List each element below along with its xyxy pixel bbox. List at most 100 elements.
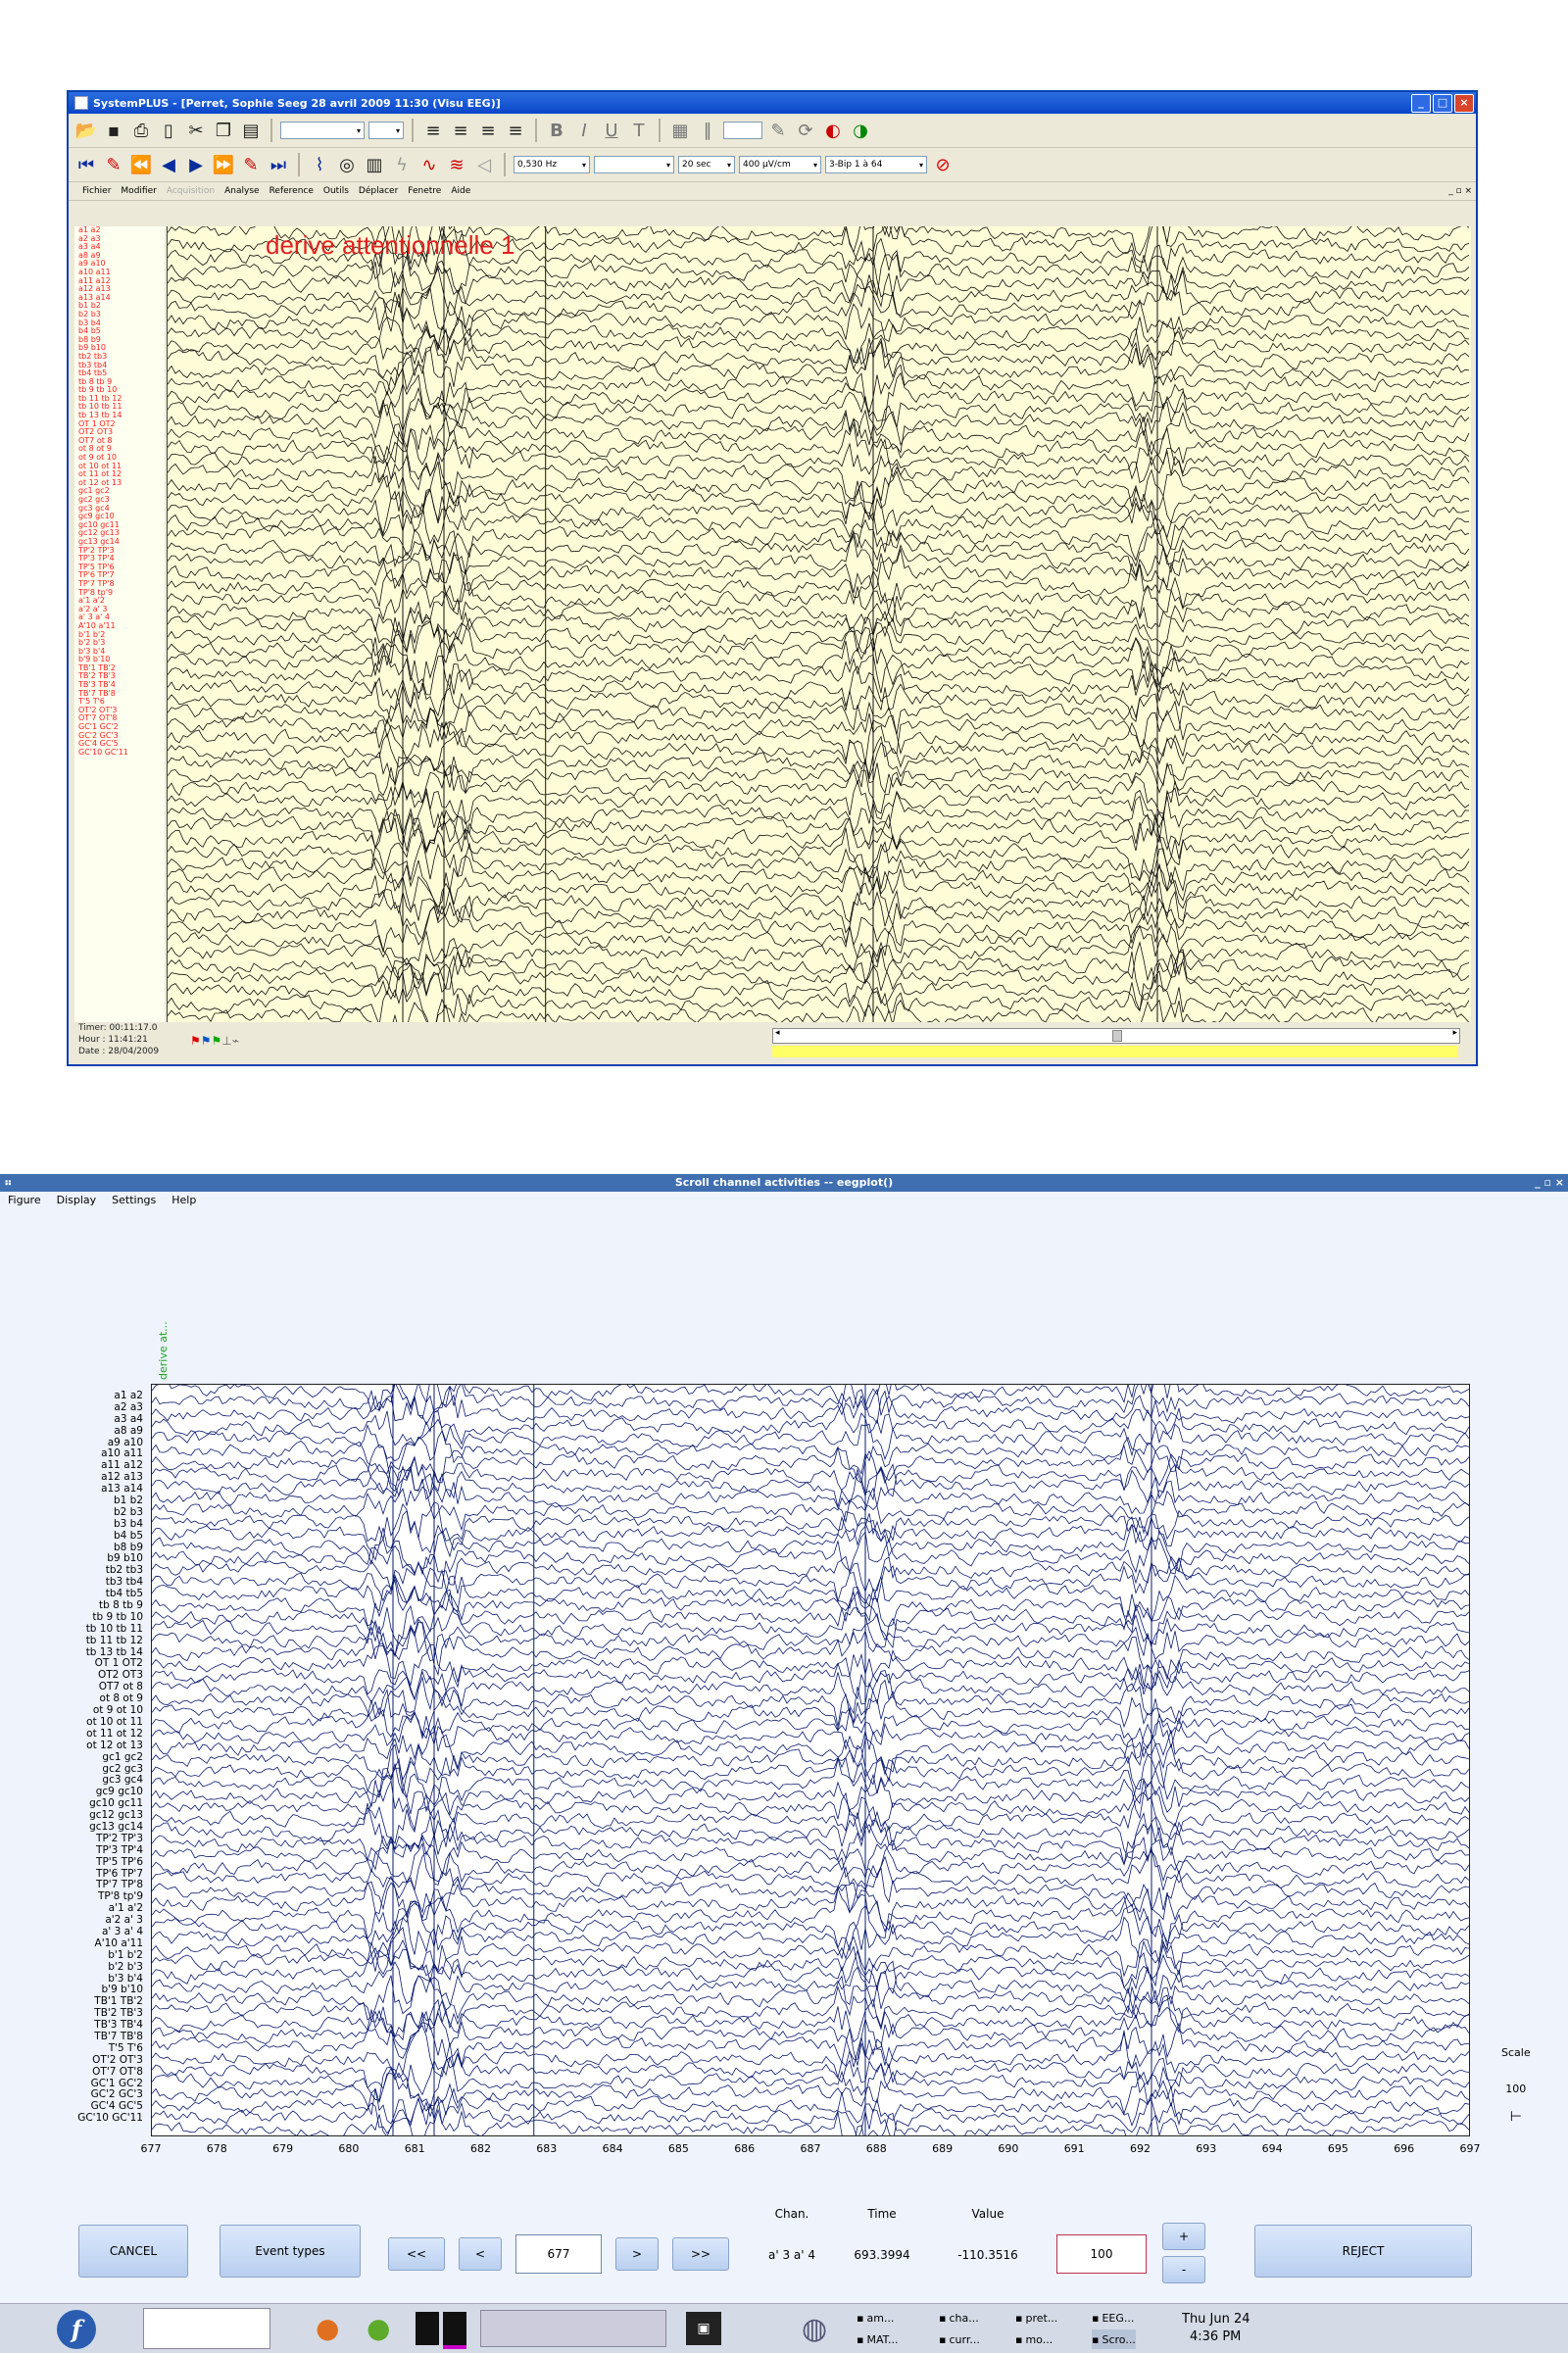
mdi-controls[interactable]: _ ▫ ×: [1448, 186, 1472, 196]
sp-event-bar[interactable]: [772, 1046, 1458, 1057]
task-eeg[interactable]: ▪ EEG...: [1092, 2311, 1135, 2325]
window-menu-icon[interactable]: ⠶: [4, 1176, 13, 1189]
size-combo[interactable]: ▾: [368, 122, 404, 139]
marker-back-icon[interactable]: ✎: [106, 154, 122, 175]
task-mat[interactable]: ▪ MAT...: [857, 2332, 899, 2346]
text-color-icon[interactable]: T: [633, 120, 645, 141]
align-right-icon[interactable]: ≡: [480, 120, 496, 141]
firefox-icon[interactable]: ●: [316, 2312, 340, 2344]
print-preview-icon[interactable]: ▯: [164, 120, 173, 141]
copy-icon[interactable]: ❐: [215, 120, 232, 141]
menu-aide[interactable]: Aide: [451, 186, 471, 196]
print-icon[interactable]: ⎙: [133, 120, 149, 141]
no-sign-icon[interactable]: ⊘: [935, 154, 951, 175]
minimize-button[interactable]: _: [1411, 93, 1431, 113]
position-input[interactable]: 677: [515, 2234, 602, 2274]
scale-plus-button[interactable]: +: [1162, 2223, 1205, 2250]
align-center-icon[interactable]: ≡: [453, 120, 468, 141]
monitor-icon[interactable]: [443, 2312, 466, 2349]
paste-icon[interactable]: ▤: [242, 120, 260, 141]
event-types-button[interactable]: Event types: [220, 2225, 361, 2278]
save-icon[interactable]: ▪: [107, 120, 121, 141]
last-page-icon[interactable]: ⏭: [270, 154, 287, 175]
menu-settings[interactable]: Settings: [112, 1194, 157, 1206]
wave-icon[interactable]: ≋: [449, 154, 465, 175]
scroll-right-icon[interactable]: ▸: [1452, 1028, 1457, 1038]
duration-combo[interactable]: 20 sec ▾: [678, 156, 735, 173]
task-cha[interactable]: ▪ cha...: [939, 2311, 979, 2325]
columns-icon[interactable]: ∥: [703, 120, 712, 141]
show-desktop-icon[interactable]: ▣: [686, 2312, 721, 2345]
fedora-icon[interactable]: f: [57, 2310, 96, 2349]
apple-icon[interactable]: ●: [367, 2312, 391, 2344]
network-globe-icon[interactable]: ◍: [802, 2312, 828, 2346]
step-back-icon[interactable]: ◀: [162, 154, 175, 175]
menu-figure[interactable]: Figure: [8, 1194, 41, 1206]
task-mo[interactable]: ▪ mo...: [1015, 2332, 1054, 2346]
next-fast-button[interactable]: >>: [672, 2237, 729, 2271]
montage-combo[interactable]: 3-Bip 1 à 64 ▾: [825, 156, 927, 173]
play-icon[interactable]: ▶: [189, 154, 203, 175]
empty-combo[interactable]: [723, 122, 762, 139]
reject-button[interactable]: REJECT: [1254, 2225, 1472, 2278]
menu-analyse[interactable]: Analyse: [224, 186, 260, 196]
first-page-icon[interactable]: ⏮: [77, 154, 95, 175]
close-button[interactable]: ×: [1454, 93, 1474, 113]
sp-time-scrollbar[interactable]: ◂ ▸: [772, 1028, 1460, 1044]
signal-icon[interactable]: ⌇: [315, 154, 324, 175]
menu-fenetre[interactable]: Fenetre: [408, 186, 442, 196]
cut-icon[interactable]: ✂: [188, 120, 204, 141]
scale-minus-button[interactable]: -: [1162, 2256, 1205, 2283]
refresh-icon[interactable]: ⟳: [798, 120, 813, 141]
menu-help[interactable]: Help: [172, 1194, 197, 1206]
taskbar-blank-field[interactable]: [143, 2308, 270, 2349]
task-am[interactable]: ▪ am...: [857, 2311, 895, 2325]
prev-fast-button[interactable]: <<: [388, 2237, 445, 2271]
marker-forward-icon[interactable]: ✎: [243, 154, 259, 175]
fast-rewind-icon[interactable]: ⏪: [129, 154, 153, 175]
scroll-thumb[interactable]: [1112, 1030, 1122, 1042]
blank-combo[interactable]: ▾: [594, 156, 674, 173]
prev-button[interactable]: <: [459, 2237, 502, 2271]
task-curr[interactable]: ▪ curr...: [939, 2332, 980, 2346]
speaker-icon[interactable]: ◁: [477, 154, 491, 175]
maximize-button[interactable]: □: [1433, 93, 1452, 113]
flash-icon[interactable]: ϟ: [396, 154, 408, 175]
underline-icon[interactable]: U: [605, 120, 618, 141]
next-button[interactable]: >: [615, 2237, 659, 2271]
pen-icon[interactable]: ✎: [770, 120, 786, 141]
eg-window-controls[interactable]: _ ▫ ×: [1535, 1176, 1564, 1189]
menu-fichier[interactable]: Fichier: [82, 186, 112, 196]
spectrum-icon[interactable]: ∿: [421, 154, 437, 175]
globe-left-icon[interactable]: ◐: [825, 120, 841, 141]
justify-icon[interactable]: ≡: [508, 120, 523, 141]
scale-input[interactable]: 100: [1056, 2234, 1147, 2274]
globe-chart-icon[interactable]: ◑: [853, 120, 868, 141]
menu-display[interactable]: Display: [56, 1194, 97, 1206]
menu-modifier[interactable]: Modifier: [121, 186, 157, 196]
scroll-left-icon[interactable]: ◂: [775, 1028, 780, 1038]
menu-outils[interactable]: Outils: [322, 186, 349, 196]
task-pret[interactable]: ▪ pret...: [1015, 2311, 1058, 2325]
open-folder-icon[interactable]: 📂: [74, 120, 98, 141]
task-scro[interactable]: ▪ Scro...: [1092, 2329, 1136, 2349]
sp-eeg-plot[interactable]: derive attentionnelle 1: [167, 205, 1471, 1042]
fast-forward-icon[interactable]: ⏩: [212, 154, 235, 175]
gain-combo[interactable]: 400 µV/cm ▾: [739, 156, 821, 173]
menu-reference[interactable]: Reference: [269, 186, 314, 196]
flag-icons[interactable]: ⚑⚑⚑⊥⌁: [190, 1034, 239, 1048]
menu-acquisition[interactable]: Acquisition: [166, 186, 216, 196]
bold-icon[interactable]: B: [550, 120, 564, 141]
italic-icon[interactable]: I: [581, 120, 587, 141]
menu-deplacer[interactable]: Déplacer: [358, 186, 399, 196]
head-map-icon[interactable]: ◎: [339, 154, 355, 175]
terminal-icon[interactable]: [416, 2312, 439, 2345]
montage-icon[interactable]: ▥: [366, 154, 383, 175]
filter-combo[interactable]: 0,530 Hz ▾: [514, 156, 590, 173]
workspace-switcher[interactable]: [480, 2310, 666, 2347]
eg-eeg-plot[interactable]: [151, 1365, 1470, 2151]
layout-icon[interactable]: ▦: [671, 120, 689, 141]
align-left-icon[interactable]: ≡: [425, 120, 441, 141]
font-combo[interactable]: ▾: [280, 122, 365, 139]
cancel-button[interactable]: CANCEL: [78, 2225, 188, 2278]
